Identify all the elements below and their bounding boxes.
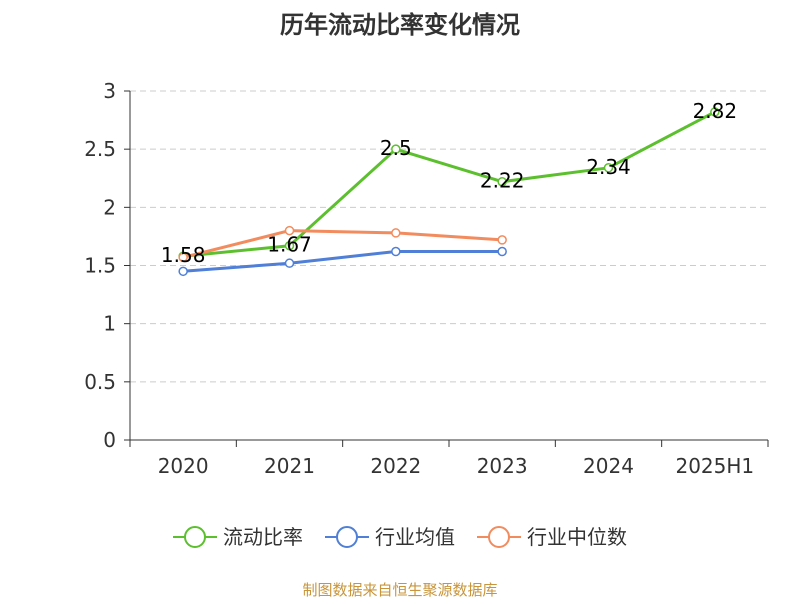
legend-label-0: 流动比率 bbox=[223, 525, 303, 549]
y-tick-label-4: 2 bbox=[103, 195, 116, 219]
series-layer bbox=[178, 107, 720, 277]
data-label-2: 2.5 bbox=[380, 136, 412, 160]
series-point-1-3[interactable] bbox=[497, 246, 507, 257]
series-point-2-0[interactable] bbox=[178, 252, 188, 263]
series-point-0-2[interactable] bbox=[391, 144, 401, 154]
legend-marker-1 bbox=[336, 526, 358, 548]
y-tick-label-2: 1 bbox=[103, 312, 116, 336]
data-label-4: 2.34 bbox=[586, 155, 631, 179]
series-point-0-3[interactable] bbox=[497, 176, 507, 187]
x-tick-label-2: 2022 bbox=[370, 454, 421, 478]
x-tick-label-0: 2020 bbox=[158, 454, 209, 478]
legend-marker-2 bbox=[488, 526, 510, 548]
data-labels: 1.58 1.67 2.5 2.22 2.34 2.82 bbox=[161, 99, 737, 267]
data-label-5: 2.82 bbox=[693, 99, 738, 123]
x-tick-label-1: 2021 bbox=[264, 454, 315, 478]
axes: 0 0.5 1 1.5 2 2.5 3 2020 2021 2022 2023 2024 2025H1 bbox=[84, 79, 769, 478]
series-line-1 bbox=[181, 250, 504, 273]
series-point-0-4[interactable] bbox=[603, 163, 614, 173]
legend-label-2: 行业中位数 bbox=[527, 525, 627, 549]
x-tick-label-5: 2025H1 bbox=[675, 454, 754, 478]
y-tick-label-5: 2.5 bbox=[84, 137, 116, 161]
data-label-3: 2.22 bbox=[480, 169, 525, 193]
series-line-0 bbox=[181, 110, 717, 258]
series-point-2-3[interactable] bbox=[497, 235, 507, 245]
legend-item-1[interactable]: 行业均值 bbox=[325, 525, 455, 549]
data-label-1: 1.67 bbox=[267, 233, 312, 257]
x-tick-label-3: 2023 bbox=[477, 454, 528, 478]
series-point-1-2[interactable] bbox=[391, 246, 401, 257]
series-point-2-1[interactable] bbox=[284, 225, 295, 236]
y-tick-label-1: 0.5 bbox=[84, 370, 116, 394]
legend-item-2[interactable]: 行业中位数 bbox=[477, 525, 627, 549]
x-tick-label-4: 2024 bbox=[583, 454, 634, 478]
y-tick-label-3: 1.5 bbox=[84, 254, 116, 278]
series-point-0-5[interactable] bbox=[710, 107, 720, 117]
chart-title: 历年流动比率变化情况 bbox=[280, 11, 520, 39]
series-point-2-2[interactable] bbox=[391, 228, 401, 238]
series-line-2 bbox=[181, 229, 504, 259]
grid-lines bbox=[130, 90, 768, 383]
series-point-0-1[interactable] bbox=[284, 240, 295, 251]
legend-marker-0 bbox=[184, 526, 206, 548]
y-tick-label-6: 3 bbox=[103, 79, 116, 103]
legend[interactable]: 流动比率 行业均值 行业中位数 bbox=[173, 525, 627, 549]
legend-label-1: 行业均值 bbox=[375, 525, 455, 549]
source-note: 制图数据来自恒生聚源数据库 bbox=[302, 581, 497, 599]
series-point-1-1[interactable] bbox=[284, 258, 295, 268]
legend-item-0[interactable]: 流动比率 bbox=[173, 525, 303, 549]
series-point-1-0[interactable] bbox=[178, 266, 188, 277]
data-label-0: 1.58 bbox=[161, 243, 206, 267]
y-tick-label-0: 0 bbox=[103, 428, 116, 452]
